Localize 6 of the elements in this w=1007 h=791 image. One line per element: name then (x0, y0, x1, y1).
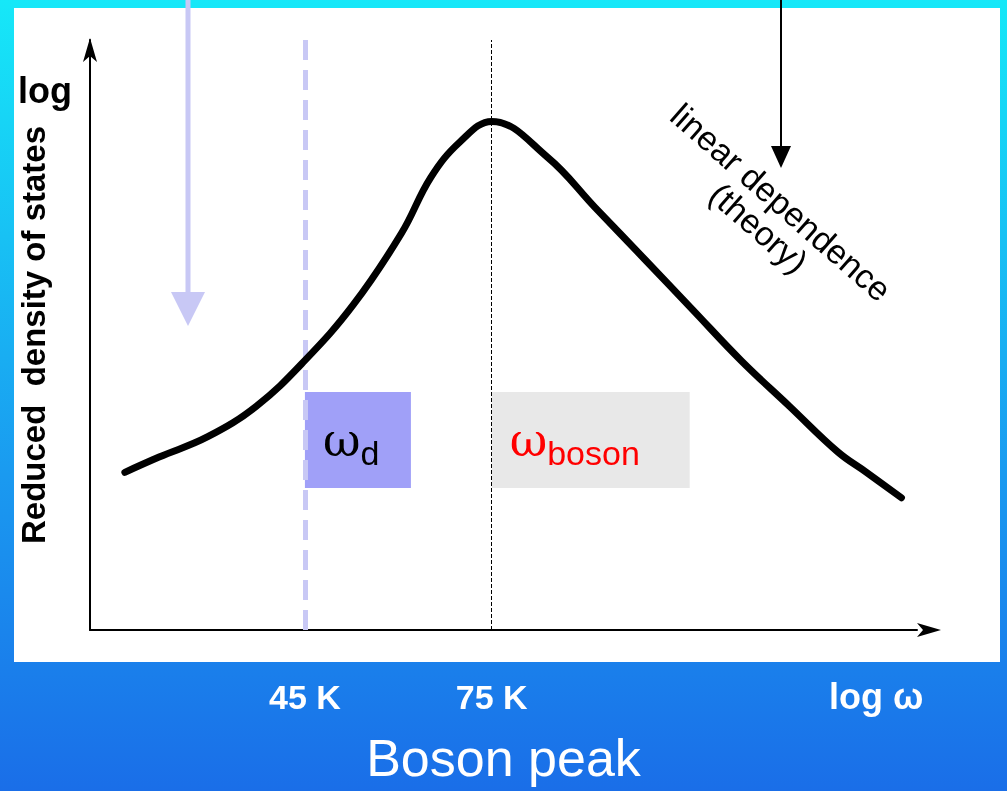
x-tick-label: 45 K (269, 678, 342, 716)
text: log (18, 69, 72, 111)
text: Boson peak (366, 729, 642, 787)
x-axis-title: log ω (829, 675, 924, 717)
y-axis-title: Reduced density of states (15, 125, 52, 545)
x-tick-label: 75 K (455, 678, 529, 716)
